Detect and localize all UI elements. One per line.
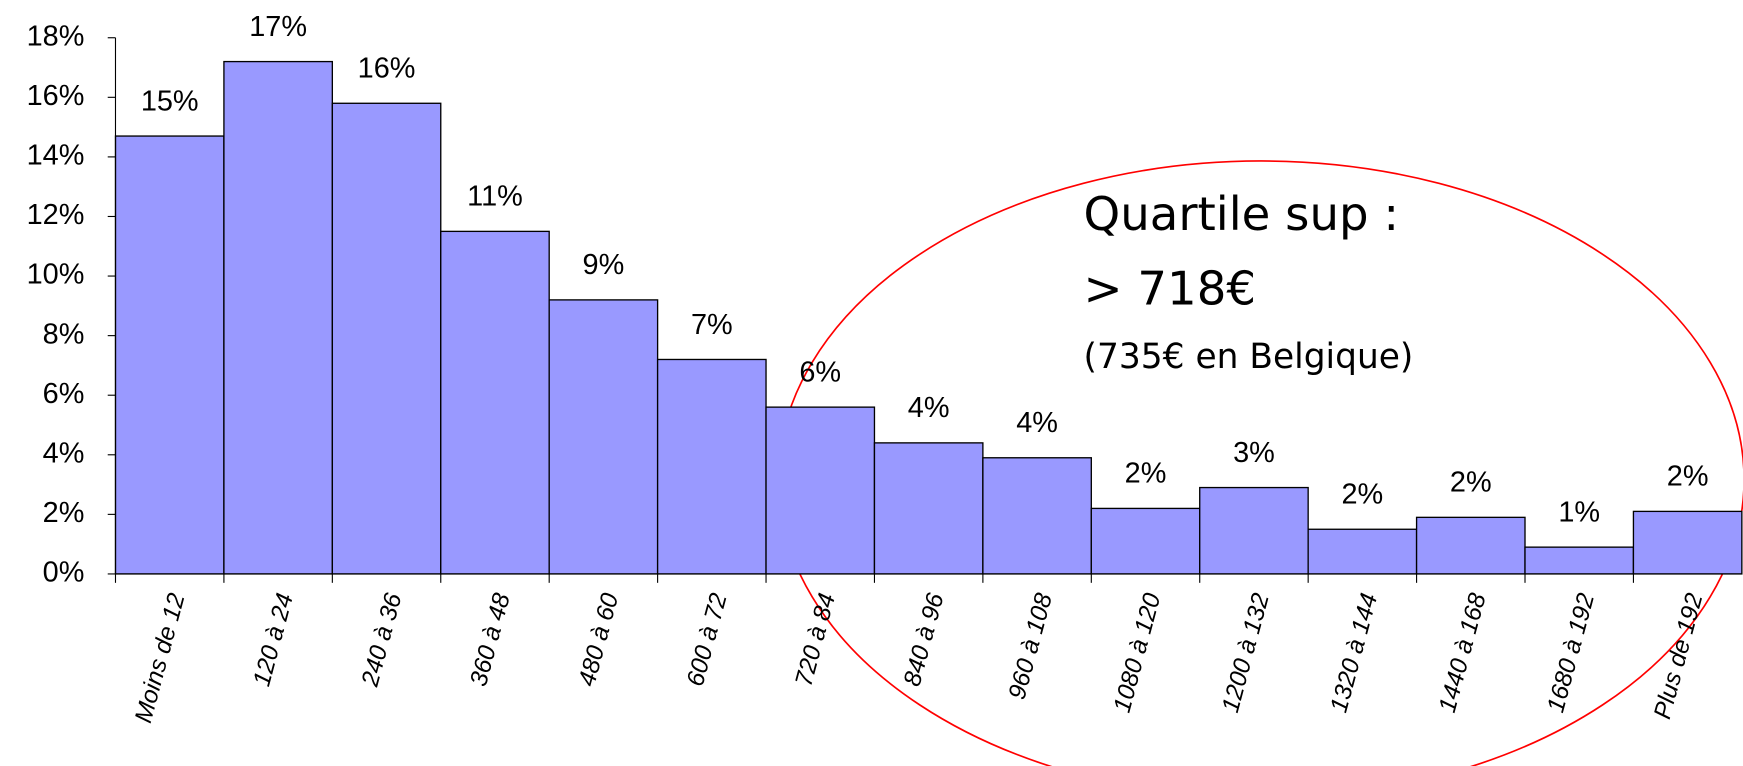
x-tick-label: 240 à 360 (356, 577, 411, 690)
x-label-group: 600 à 720 (682, 577, 736, 689)
y-tick-label: 10% (27, 259, 85, 291)
bar (331, 102, 442, 575)
bar (1415, 516, 1526, 575)
bar (765, 406, 876, 575)
value-label: 11% (467, 181, 523, 213)
value-label: 4% (908, 392, 950, 424)
y-tick-label: 8% (43, 318, 85, 350)
x-tick-label: 720 à 840 (790, 577, 844, 689)
bar (873, 442, 984, 575)
y-tick-label: 14% (27, 140, 85, 172)
bar (114, 135, 225, 575)
value-label: 2% (1125, 458, 1167, 490)
value-label: 1% (1558, 496, 1600, 528)
x-label-group: Plus de 1920 (1649, 577, 1712, 722)
x-label-group: 360 à 480 (465, 577, 519, 689)
x-tick-label: 1080 à 1200 (1109, 577, 1170, 715)
y-tick-label: 18% (27, 20, 85, 52)
value-label: 6% (799, 356, 841, 388)
value-label: 16% (358, 53, 416, 85)
x-tick-label: 1440 à 1680 (1434, 577, 1495, 715)
value-label: 9% (583, 249, 625, 281)
bar (440, 230, 550, 575)
bar (1199, 486, 1309, 575)
x-label-group: 120 à 240 (248, 577, 302, 689)
y-tick-label: 12% (27, 199, 85, 231)
x-label-group: 240 à 360 (356, 577, 411, 690)
value-label: 3% (1233, 437, 1275, 469)
bar (1632, 510, 1743, 575)
x-tick-label: 960 à 1080 (1004, 577, 1062, 702)
x-label-group: 1680 à 1920 (1542, 577, 1603, 715)
x-tick-label: Plus de 1920 (1649, 577, 1712, 722)
x-tick-label: 840 à 960 (899, 577, 953, 689)
annotation: (735€ en Belgique) (1084, 337, 1414, 377)
x-label-group: 960 à 1080 (1004, 577, 1062, 702)
bar (656, 358, 767, 575)
x-label-group: 1440 à 1680 (1434, 577, 1495, 715)
value-label: 7% (691, 309, 733, 341)
x-label-group: 720 à 840 (790, 577, 844, 689)
bar (1090, 507, 1201, 575)
x-label-group: 1080 à 1200 (1109, 577, 1170, 715)
x-tick-label: 1320 à 1440 (1326, 577, 1387, 715)
value-label: 2% (1667, 461, 1709, 493)
y-tick-label: 6% (43, 378, 85, 410)
x-tick-label: 480 à 600 (574, 577, 628, 689)
x-tick-label: 360 à 480 (465, 577, 519, 689)
value-label: 15% (141, 85, 199, 117)
x-tick-label: 1680 à 1920 (1542, 577, 1603, 715)
bar (548, 299, 659, 575)
x-label-group: Moins de 120 (130, 577, 194, 726)
value-label: 2% (1450, 467, 1492, 499)
bar (1307, 528, 1418, 575)
y-tick-label: 4% (43, 437, 85, 469)
bar (982, 457, 1092, 575)
x-label-group: 1200 à 1320 (1217, 577, 1278, 715)
x-label-group: 1320 à 1440 (1326, 577, 1387, 715)
value-label: 17% (249, 11, 307, 43)
x-label-group: 840 à 960 (899, 577, 953, 689)
x-tick-label: 120 à 240 (248, 577, 302, 689)
annotation: Quartile sup : (1084, 187, 1400, 241)
x-tick-label: 600 à 720 (682, 577, 736, 689)
annotation: > 718€ (1084, 261, 1257, 315)
bar (223, 60, 334, 575)
y-tick-label: 2% (43, 497, 85, 529)
bar (1524, 546, 1635, 575)
y-tick-label: 0% (43, 557, 85, 589)
x-tick-label: Moins de 120 (130, 577, 194, 726)
value-label: 2% (1342, 479, 1384, 511)
x-tick-label: 1200 à 1320 (1217, 577, 1278, 715)
value-label: 4% (1016, 407, 1058, 439)
x-label-group: 480 à 600 (574, 577, 628, 689)
y-tick-label: 16% (27, 80, 85, 112)
plot: 0% 2% 4% 6% 8% 10% 12% 14% 16% 18% 15% Moins de 120… (27, 11, 1743, 726)
